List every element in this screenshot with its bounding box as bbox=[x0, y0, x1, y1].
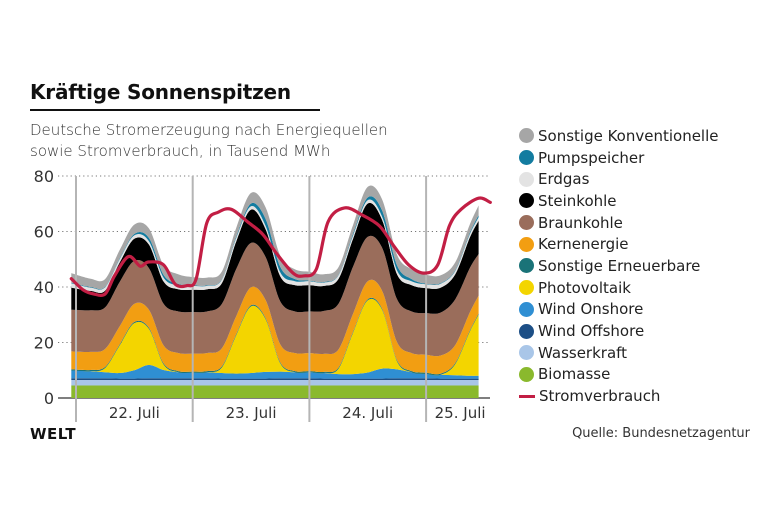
x-tick-label: 23. Juli bbox=[226, 404, 277, 422]
area-wasserkraft bbox=[71, 380, 479, 386]
area-sonstige-erneuerbare bbox=[71, 297, 479, 376]
legend-item: Braunkohle bbox=[519, 212, 719, 234]
legend-label: Sonstige Erneuerbare bbox=[538, 256, 701, 275]
legend-label: Wind Onshore bbox=[538, 300, 644, 319]
legend-dot-swatch bbox=[519, 280, 534, 296]
legend-dot-swatch bbox=[519, 150, 534, 166]
consumption-line-group bbox=[69, 196, 492, 297]
legend-dot-swatch bbox=[519, 236, 534, 252]
title-underline bbox=[30, 109, 320, 111]
legend-item: Photovoltaik bbox=[519, 277, 719, 299]
legend-item: Sonstige Konventionelle bbox=[519, 125, 719, 147]
legend-dot-swatch bbox=[519, 323, 534, 339]
x-axis: 22. Juli 23. Juli 24. Juli 25. Juli bbox=[109, 404, 486, 422]
legend-label: Stromverbrauch bbox=[539, 387, 661, 406]
legend-label: Wasserkraft bbox=[538, 343, 628, 362]
area-steinkohle bbox=[71, 202, 479, 314]
subtitle-line-2: sowie Stromverbrauch, in Tausend MWh bbox=[30, 142, 331, 160]
area-braunkohle bbox=[71, 235, 479, 357]
legend-label: Sonstige Konventionelle bbox=[538, 126, 719, 145]
legend-dot-swatch bbox=[519, 301, 534, 317]
x-tick-label: 22. Juli bbox=[109, 404, 160, 422]
area-wind-offshore bbox=[71, 378, 479, 380]
legend-item: Erdgas bbox=[519, 168, 719, 190]
legend-item: Sonstige Erneuerbare bbox=[519, 255, 719, 277]
y-tick-label: 20 bbox=[34, 334, 54, 353]
subtitle-line-1: Deutsche Stromerzeugung nach Energiequel… bbox=[30, 121, 388, 139]
legend: Sonstige Konventionelle Pumpspeicher Erdga… bbox=[519, 125, 719, 407]
legend-label: Photovoltaik bbox=[538, 278, 631, 297]
x-tick-label: 24. Juli bbox=[342, 404, 393, 422]
y-tick-label: 80 bbox=[34, 167, 54, 186]
legend-label: Kernenergie bbox=[538, 235, 629, 254]
legend-dot-swatch bbox=[519, 366, 534, 382]
legend-dot-swatch bbox=[519, 345, 534, 361]
welt-logo: WELT bbox=[30, 425, 77, 443]
legend-item: Stromverbrauch bbox=[519, 385, 719, 407]
legend-item: Kernenergie bbox=[519, 233, 719, 255]
area-wind-onshore bbox=[71, 364, 479, 379]
y-axis: 0 20 40 60 80 bbox=[34, 167, 54, 408]
y-tick-label: 60 bbox=[34, 223, 54, 242]
y-tick-label: 0 bbox=[44, 389, 54, 408]
legend-label: Biomasse bbox=[538, 365, 611, 384]
legend-label: Pumpspeicher bbox=[538, 148, 645, 167]
legend-item: Wind Offshore bbox=[519, 320, 719, 342]
area-sonstige-konventionelle bbox=[71, 185, 479, 290]
legend-item: Wind Onshore bbox=[519, 299, 719, 321]
area-photovoltaik bbox=[71, 298, 479, 376]
area-series bbox=[71, 185, 479, 398]
legend-dot-swatch bbox=[519, 171, 534, 187]
legend-label: Braunkohle bbox=[538, 213, 623, 232]
chart-subtitle: Deutsche Stromerzeugung nach Energiequel… bbox=[30, 120, 388, 162]
legend-item: Biomasse bbox=[519, 364, 719, 386]
legend-label: Steinkohle bbox=[538, 191, 617, 210]
source-note: Quelle: Bundesnetzagentur bbox=[572, 426, 750, 441]
x-tick-label: 25. Juli bbox=[435, 404, 486, 422]
legend-label: Wind Offshore bbox=[538, 322, 645, 341]
area-biomasse bbox=[71, 385, 479, 398]
chart-title: Kräftige Sonnenspitzen bbox=[30, 80, 291, 104]
legend-label: Erdgas bbox=[538, 170, 590, 189]
legend-item: Steinkohle bbox=[519, 190, 719, 212]
legend-dot-swatch bbox=[519, 128, 534, 144]
legend-dot-swatch bbox=[519, 193, 534, 209]
legend-dot-swatch bbox=[519, 258, 534, 274]
legend-item: Pumpspeicher bbox=[519, 147, 719, 169]
day-separators bbox=[75, 176, 428, 422]
area-kernenergie bbox=[71, 279, 479, 375]
legend-item: Wasserkraft bbox=[519, 342, 719, 364]
y-tick-label: 40 bbox=[34, 278, 54, 297]
legend-dot-swatch bbox=[519, 215, 534, 231]
legend-line-swatch bbox=[519, 394, 535, 398]
